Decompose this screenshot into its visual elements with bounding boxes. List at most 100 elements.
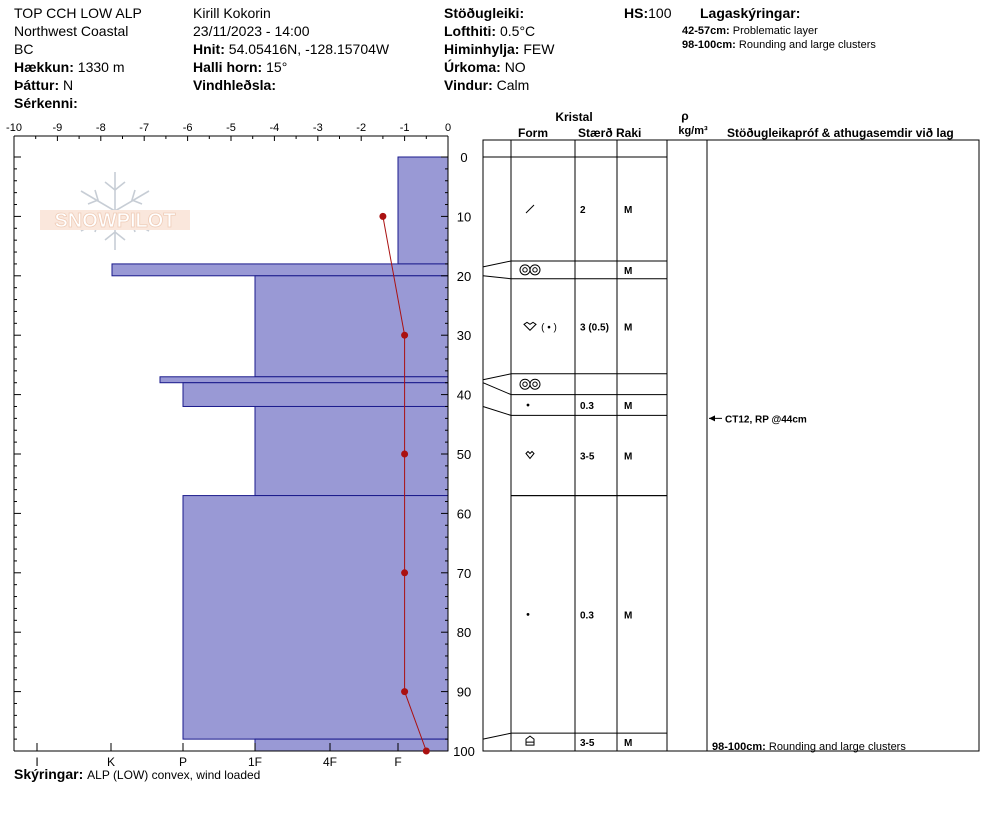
- datetime: 23/11/2023 - 14:00: [193, 23, 310, 39]
- rounded-grain-icon: [519, 264, 531, 276]
- wind-value: Calm: [496, 77, 530, 93]
- precip: Úrkoma: NO: [444, 58, 526, 76]
- layer-moisture: M: [624, 266, 632, 277]
- density-symbol: ρ: [681, 109, 688, 123]
- x-top-tick-label: -5: [226, 122, 236, 134]
- hs-value: 100: [648, 5, 672, 21]
- bottom-note-text: Rounding and large clusters: [769, 741, 906, 753]
- rounded-grain-inner-icon: [522, 381, 528, 387]
- layer-table: Kristal Form Stærð Raki ρ kg/m³ Stöðugleikapró…: [482, 109, 980, 753]
- coords-value: 54.05416N, -128.15704W: [228, 41, 390, 57]
- precip-label: Úrkoma:: [444, 59, 501, 75]
- new-snow-icon: [525, 204, 535, 214]
- temperature-point: [401, 569, 409, 577]
- temperature-point: [401, 688, 409, 696]
- wind-label: Vindur:: [444, 77, 493, 93]
- snow-profile-chart: SNOWPILOT -10 -9 -8 -7 -6 -5 -4 -3 -2 -1 0I K P 1F 4F F…: [6, 109, 980, 769]
- layer-size: 2: [580, 205, 586, 216]
- sky-value: FEW: [523, 41, 555, 57]
- layer-size: 0.3: [580, 401, 594, 412]
- layer-connector: [482, 406, 512, 416]
- y-tick-label: 70: [457, 566, 471, 581]
- legend-range: 98-100cm:: [682, 39, 736, 51]
- layer-connector: [482, 732, 512, 740]
- stability: Stöðugleiki:: [444, 4, 524, 22]
- aspect-label: Þáttur:: [14, 77, 60, 93]
- site-name: TOP CCH LOW ALP: [14, 5, 142, 21]
- specifics: Sérkenni:: [14, 94, 78, 112]
- layer-moisture: M: [624, 738, 632, 749]
- coords-label: Hnit:: [193, 41, 225, 57]
- hardness-bar: [254, 275, 449, 378]
- stability-label: Stöðugleiki:: [444, 5, 525, 21]
- mixed-form-icon: ( • ): [541, 322, 557, 333]
- slope: Halli horn: 15°: [193, 58, 287, 76]
- y-tick-label: 10: [457, 209, 471, 224]
- snowpilot-logo: SNOWPILOT: [40, 172, 190, 250]
- hs: HS:100: [624, 4, 671, 22]
- x-top-tick-label: -4: [270, 122, 280, 134]
- x-top-tick-label: -1: [400, 122, 410, 134]
- x-bottom-tick-label: P: [179, 755, 187, 769]
- test-result: CT12, RP @44cm: [725, 414, 807, 425]
- rounded-grain-inner-icon: [522, 267, 528, 273]
- precip-value: NO: [504, 59, 526, 75]
- x-top-tick-label: -3: [313, 122, 323, 134]
- elevation: Hækkun: 1330 m: [14, 58, 125, 76]
- x-bottom-tick-label: I: [35, 755, 38, 769]
- elevation-label: Hækkun:: [14, 59, 74, 75]
- comments-header: Stöðugleikapróf & athugasemdir við lag: [727, 126, 954, 140]
- air-temp-label: Lofthiti:: [444, 23, 497, 39]
- layer-size: 3-5: [580, 738, 595, 749]
- elevation-value: 1330 m: [77, 59, 125, 75]
- layer-moisture: M: [624, 205, 632, 216]
- layer-connector: [482, 275, 512, 280]
- layer-connector: [482, 260, 512, 268]
- specifics-label: Sérkenni:: [14, 95, 78, 111]
- layer-connector: [482, 382, 512, 396]
- aspect-value: N: [63, 77, 74, 93]
- x-top-tick-label: -10: [6, 122, 22, 134]
- x-bottom-tick-label: 4F: [323, 755, 337, 769]
- rounded-grain-inner-icon: [532, 267, 538, 273]
- notes-label: Skýringar:: [14, 766, 84, 782]
- legend-text: Problematic layer: [732, 25, 818, 37]
- size-header: Stærð: [578, 126, 613, 140]
- x-top-tick-label: -6: [183, 122, 193, 134]
- legend-item-1: 42-57cm: Problematic layer: [682, 24, 818, 38]
- y-tick-label: 50: [457, 447, 471, 462]
- faceted-icon: [523, 321, 537, 331]
- legend-item-2: 98-100cm: Rounding and large clusters: [682, 38, 876, 52]
- rounded-grain-inner-icon: [532, 381, 538, 387]
- province: BC: [14, 41, 34, 57]
- y-tick-label: 0: [460, 150, 467, 165]
- sky: Himinhylja: FEW: [444, 40, 554, 58]
- layer-size: 3 (0.5): [580, 322, 609, 333]
- temperature-point: [401, 450, 409, 458]
- legend-text: Rounding and large clusters: [738, 39, 876, 51]
- x-top-tick-label: -8: [96, 122, 106, 134]
- depth-hoar-icon: [525, 735, 535, 746]
- particle-icon: [526, 403, 530, 407]
- hardness-bar: [254, 738, 449, 752]
- slope-label: Halli horn:: [193, 59, 263, 75]
- hardness-bar: [182, 382, 449, 407]
- region: Northwest Coastal: [14, 23, 129, 39]
- rounded-grain-icon: [519, 378, 531, 390]
- air-temp: Lofthiti: 0.5°C: [444, 22, 535, 40]
- temperature-point: [401, 331, 409, 339]
- particle-icon: [526, 612, 530, 616]
- y-tick-label: 100: [453, 744, 475, 759]
- observer: Kirill Kokorin: [193, 5, 271, 21]
- temperature-profile: [379, 212, 430, 755]
- x-bottom-tick-label: 1F: [248, 755, 262, 769]
- rounded-grain-icon: [529, 264, 541, 276]
- wind-loading-label: Vindhleðsla:: [193, 77, 276, 93]
- sky-label: Himinhylja:: [444, 41, 520, 57]
- x-bottom-tick-label: F: [394, 755, 401, 769]
- footer-notes: Skýringar: ALP (LOW) convex, wind loaded: [14, 766, 260, 782]
- hardness-profile: [111, 156, 449, 752]
- hardness-bar: [111, 263, 449, 277]
- legend-title: Lagaskýringar:: [700, 5, 801, 21]
- y-tick-label: 90: [457, 685, 471, 700]
